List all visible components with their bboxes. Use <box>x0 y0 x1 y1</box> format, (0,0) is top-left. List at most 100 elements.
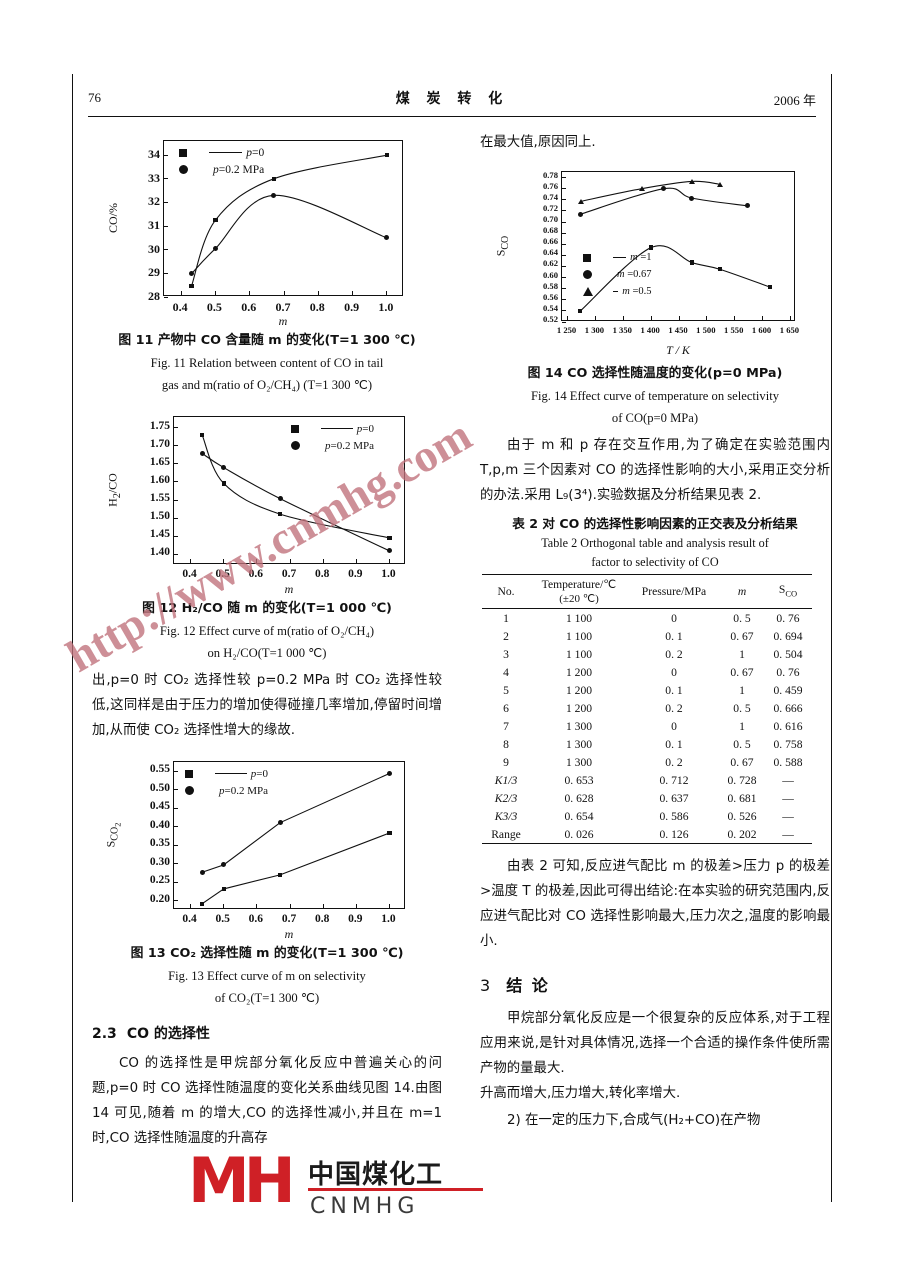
data-point-square <box>387 830 392 836</box>
y-axis-tick <box>174 445 178 447</box>
col-header-m: m <box>737 584 747 598</box>
x-axis-tick <box>355 904 357 908</box>
legend-line <box>613 257 627 258</box>
series-lines <box>201 772 390 905</box>
data-point-circle <box>277 820 283 826</box>
data-point-square <box>271 176 276 181</box>
x-axis-tick <box>256 559 258 563</box>
table-cell-value: 0. 694 <box>773 629 803 643</box>
col-header-no: No. <box>497 584 515 598</box>
legend-marker-circle <box>291 441 317 450</box>
figure-11-caption-cn: 图 11 产物中 CO 含量随 m 的变化(T=1 300 ℃) <box>118 333 416 348</box>
figure-11: 28 29 30 31 32 33 34 0.4 0.5 0.6 0.7 0.8 0.9 1.0 m CO/%… <box>92 130 442 396</box>
legend-label: p=0.2 MPa <box>219 784 268 797</box>
legend-item: p=0.2 MPa <box>291 437 374 454</box>
data-point-circle <box>386 770 392 776</box>
x-axis-tick-label: 1 600 <box>751 325 772 335</box>
data-point-square <box>767 284 772 290</box>
y-axis-tick <box>562 321 566 323</box>
right-column-top-text: 在最大值,原因同上. <box>480 135 596 150</box>
y-axis-tick-label: 1.70 <box>149 437 170 450</box>
figure-12: 1.40 1.45 1.50 1.55 1.60 1.65 1.70 1.75 0.4 0.5 0.… <box>92 408 442 664</box>
legend-label: m =0.67 <box>617 269 652 280</box>
table-cell-value: 0. 654 <box>564 809 594 823</box>
chart-fig13: 0.20 0.25 0.30 0.35 0.40 0.45 0.50 0.55 0.4 0.5 0.… <box>104 753 417 943</box>
table-header-row: No. Temperature/℃ (±20 ℃) Pressure/MPa m … <box>482 574 812 609</box>
figure-11-caption-en-1: Fig. 11 Relation between content of CO i… <box>150 356 384 370</box>
x-axis-tick <box>706 316 708 320</box>
table-cell-value: 0. 2 <box>665 755 683 769</box>
series-lines <box>190 154 388 287</box>
table-cell-value: 0 <box>671 665 677 679</box>
publication-year: 2006 年 <box>773 93 816 108</box>
figure-13-caption-en-2: of CO₂(T=1 300 ℃) <box>214 991 320 1005</box>
table-cell-label: 6 <box>503 701 509 715</box>
data-point-circle <box>384 235 390 241</box>
figure-11-caption-en-2: gas and m(ratio of O₂/CH₄) (T=1 300 ℃) <box>161 378 373 392</box>
table-cell-value: 1 <box>739 647 745 661</box>
x-axis-tick <box>190 904 192 908</box>
conclusion-heading: 3 结 论 <box>480 972 830 996</box>
legend-marker-square <box>291 424 317 433</box>
table-cell-value: 0. 5 <box>733 611 751 625</box>
legend-item: p=0 <box>179 144 264 161</box>
col-header-sco: SCO <box>778 582 798 599</box>
x-axis-tick <box>223 559 225 563</box>
table-row: 8 1 300 0. 1 0. 5 0. 758 <box>482 735 812 753</box>
chart-legend: p=0 p=0.2 MPa <box>179 144 264 178</box>
y-axis-tick-label: 0.78 <box>542 169 558 180</box>
y-axis-tick-label: 0.68 <box>542 225 558 236</box>
x-axis-tick <box>289 559 291 563</box>
y-axis-tick <box>562 177 566 179</box>
figure-11-caption: 图 11 产物中 CO 含量随 m 的变化(T=1 300 ℃) Fig. 11… <box>92 330 442 396</box>
y-axis-title: SCO <box>493 235 511 257</box>
y-axis-tick <box>174 826 178 828</box>
legend-label: p=0.2 MPa <box>325 439 374 452</box>
series-lines <box>201 434 390 552</box>
x-axis-title: T / K <box>666 343 690 357</box>
x-axis-tick <box>190 559 192 563</box>
y-axis-tick <box>562 232 566 234</box>
y-axis-tick-label: 32 <box>148 194 160 209</box>
data-point-circle <box>577 211 583 217</box>
x-axis-tick <box>594 316 596 320</box>
series-line <box>201 772 390 873</box>
table-cell-value: 0 <box>671 719 677 733</box>
data-point-square <box>578 308 583 313</box>
x-axis-tick <box>734 316 736 320</box>
legend-marker-square <box>583 253 609 262</box>
y-axis-tick-label: 0.62 <box>542 258 558 269</box>
y-axis-tick <box>174 517 178 519</box>
table-row: K1/3 0. 653 0. 712 0. 728 — <box>482 771 812 789</box>
data-point-triangle <box>639 186 646 192</box>
legend-square-icon <box>583 253 591 262</box>
data-point-square <box>189 284 194 289</box>
table-cell-value: 0. 666 <box>773 701 803 715</box>
y-axis-tick <box>174 844 178 846</box>
legend-circle-icon <box>179 165 188 174</box>
figure-13: 0.20 0.25 0.30 0.35 0.40 0.45 0.50 0.55 0.4 0.5 0.… <box>92 753 442 1009</box>
legend-line <box>209 152 243 153</box>
y-axis-tick <box>164 178 168 180</box>
table-cell-value: 1 100 <box>565 611 593 625</box>
x-axis-tick-label: 1 450 <box>668 325 688 335</box>
x-axis-tick-label: 0.9 <box>348 913 363 925</box>
x-axis-tick <box>352 291 354 295</box>
y-axis-tick-label: 0.30 <box>149 855 170 868</box>
table-cell-value: 0. 681 <box>727 791 757 805</box>
figure-12-caption-en-1: Fig. 12 Effect curve of m(ratio of O₂/CH… <box>159 624 375 638</box>
table-cell-value: 0. 67 <box>730 755 754 769</box>
table-cell-label: 2 <box>503 629 509 643</box>
y-axis-tick-label: 0.20 <box>149 892 170 905</box>
series-line <box>580 187 748 215</box>
y-axis-tick <box>174 770 178 772</box>
y-axis-tick-label: 0.58 <box>542 280 558 291</box>
legend-line <box>321 428 353 429</box>
x-axis-tick-label: 1 550 <box>724 325 744 335</box>
y-axis-tick-label: 29 <box>148 265 160 280</box>
x-axis-tick-label: 0.6 <box>241 300 257 314</box>
table-cell-label: K3/3 <box>494 809 518 823</box>
table-cell-value: 0. 76 <box>776 611 800 625</box>
data-point-triangle <box>689 178 696 184</box>
